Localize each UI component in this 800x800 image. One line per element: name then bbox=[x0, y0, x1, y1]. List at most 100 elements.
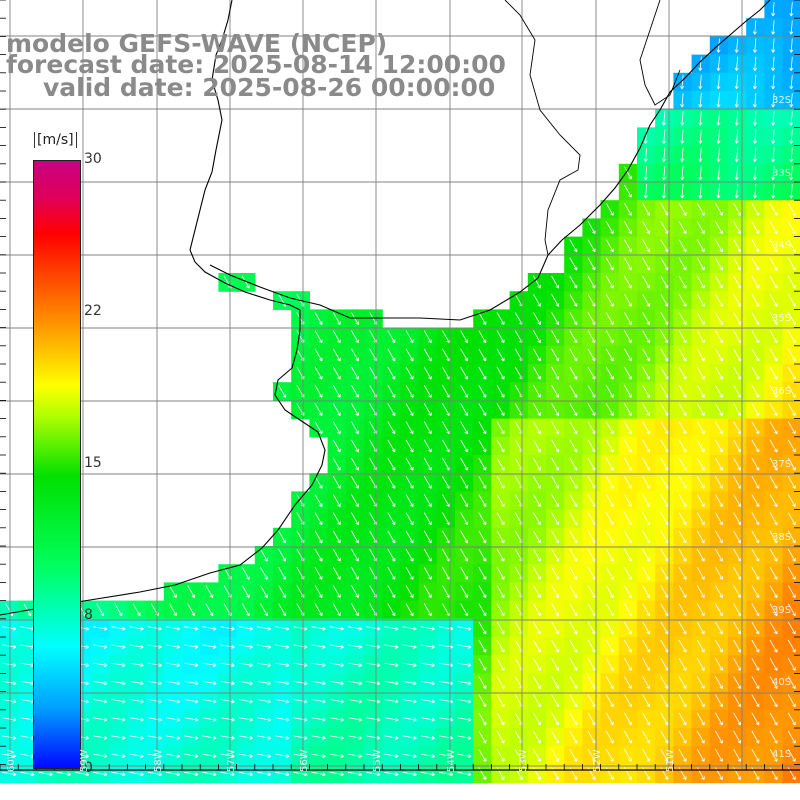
wind-arrow bbox=[569, 512, 578, 526]
wind-arrow bbox=[460, 439, 469, 453]
wind-arrow bbox=[184, 662, 199, 668]
wind-arrow bbox=[478, 530, 487, 544]
wind-arrow bbox=[587, 494, 596, 507]
wind-arrow bbox=[129, 680, 144, 686]
wind-arrow bbox=[642, 348, 651, 362]
wind-arrow bbox=[366, 771, 381, 777]
wind-arrow bbox=[660, 330, 669, 344]
wind-arrow bbox=[696, 530, 705, 544]
wind-arrow bbox=[202, 771, 217, 777]
wind-arrow bbox=[442, 385, 450, 398]
lat-label: 39S bbox=[772, 605, 792, 616]
wind-arrow bbox=[366, 662, 381, 668]
wind-arrow bbox=[733, 348, 742, 362]
wind-arrow bbox=[74, 771, 90, 777]
wind-arrow bbox=[787, 621, 796, 635]
wind-arrow bbox=[366, 753, 381, 759]
wind-arrow bbox=[587, 676, 596, 689]
wind-arrow bbox=[789, 20, 794, 35]
wind-arrow bbox=[384, 717, 399, 722]
wind-arrow bbox=[642, 603, 651, 617]
wind-arrow bbox=[751, 494, 760, 507]
wind-arrow bbox=[442, 330, 450, 344]
wind-arrow bbox=[752, 74, 757, 90]
wind-arrow bbox=[420, 699, 435, 704]
wind-arrow bbox=[278, 585, 287, 598]
wind-arrow bbox=[551, 676, 560, 689]
wind-arrow bbox=[605, 403, 614, 416]
wind-arrow bbox=[351, 567, 359, 580]
wind-arrow bbox=[605, 348, 614, 362]
wind-arrow bbox=[241, 585, 250, 598]
wind-arrow bbox=[420, 771, 435, 777]
wind-arrow bbox=[605, 366, 614, 380]
wind-arrow bbox=[680, 111, 685, 126]
lon-label: 57W bbox=[226, 749, 237, 772]
wind-arrow bbox=[423, 403, 432, 416]
wind-arrow bbox=[256, 753, 272, 759]
wind-arrow bbox=[624, 730, 632, 744]
wind-arrow bbox=[733, 476, 742, 489]
wind-arrow bbox=[642, 512, 651, 526]
wind-arrow bbox=[314, 476, 323, 489]
wind-arrow bbox=[696, 548, 705, 562]
wind-arrow bbox=[460, 494, 469, 507]
wind-arrow bbox=[769, 694, 778, 708]
wind-arrow bbox=[587, 658, 596, 671]
wind-arrow bbox=[624, 712, 632, 726]
wind-arrow bbox=[533, 439, 541, 453]
wind-arrow bbox=[696, 385, 705, 398]
wind-arrow bbox=[789, 2, 794, 17]
wind-arrow bbox=[787, 403, 796, 416]
wind-arrow bbox=[698, 184, 703, 199]
wind-arrow bbox=[329, 717, 344, 722]
wind-arrow bbox=[129, 662, 144, 668]
wind-arrow bbox=[184, 680, 199, 686]
lon-label: 56W bbox=[299, 749, 310, 772]
wind-arrow bbox=[293, 626, 308, 631]
wind-arrow bbox=[256, 626, 272, 631]
wind-arrow bbox=[642, 694, 651, 708]
wind-arrow bbox=[605, 567, 614, 580]
wind-arrow bbox=[460, 385, 469, 398]
wind-arrow bbox=[733, 567, 742, 580]
wind-arrow bbox=[351, 385, 359, 398]
wind-arrow bbox=[238, 626, 253, 631]
wind-arrow bbox=[696, 621, 705, 635]
wind-arrow bbox=[733, 603, 742, 617]
wind-arrow bbox=[387, 330, 396, 344]
wind-arrow bbox=[496, 585, 505, 598]
wind-arrow bbox=[771, 56, 776, 71]
wind-arrow bbox=[678, 457, 687, 471]
wind-arrow bbox=[129, 626, 144, 631]
wind-arrow bbox=[332, 439, 341, 453]
wind-arrow bbox=[2, 662, 17, 668]
wind-arrow bbox=[769, 385, 778, 398]
wind-arrow bbox=[716, 165, 721, 181]
wind-cell bbox=[782, 509, 800, 529]
wind-cell bbox=[782, 564, 800, 583]
wind-arrow bbox=[478, 439, 487, 453]
wind-arrow bbox=[678, 439, 687, 453]
wind-arrow bbox=[332, 567, 341, 580]
wind-arrow bbox=[751, 366, 760, 380]
wind-arrow bbox=[715, 494, 723, 507]
wind-arrow bbox=[587, 221, 596, 234]
wind-cell bbox=[782, 309, 800, 329]
wind-arrow bbox=[789, 147, 794, 162]
wind-arrow bbox=[533, 512, 541, 526]
wind-arrow bbox=[147, 717, 162, 722]
wind-arrow bbox=[496, 421, 505, 435]
wind-arrow bbox=[551, 348, 560, 362]
wind-arrow bbox=[438, 771, 454, 777]
wind-arrow bbox=[733, 275, 742, 289]
wind-arrow bbox=[569, 494, 578, 507]
wind-arrow bbox=[787, 312, 796, 325]
wind-arrow bbox=[769, 257, 778, 271]
wind-arrow bbox=[460, 330, 469, 344]
wind-arrow bbox=[587, 457, 596, 471]
wind-arrow bbox=[751, 548, 760, 562]
wind-arrow bbox=[642, 366, 651, 380]
wind-arrow bbox=[551, 548, 560, 562]
